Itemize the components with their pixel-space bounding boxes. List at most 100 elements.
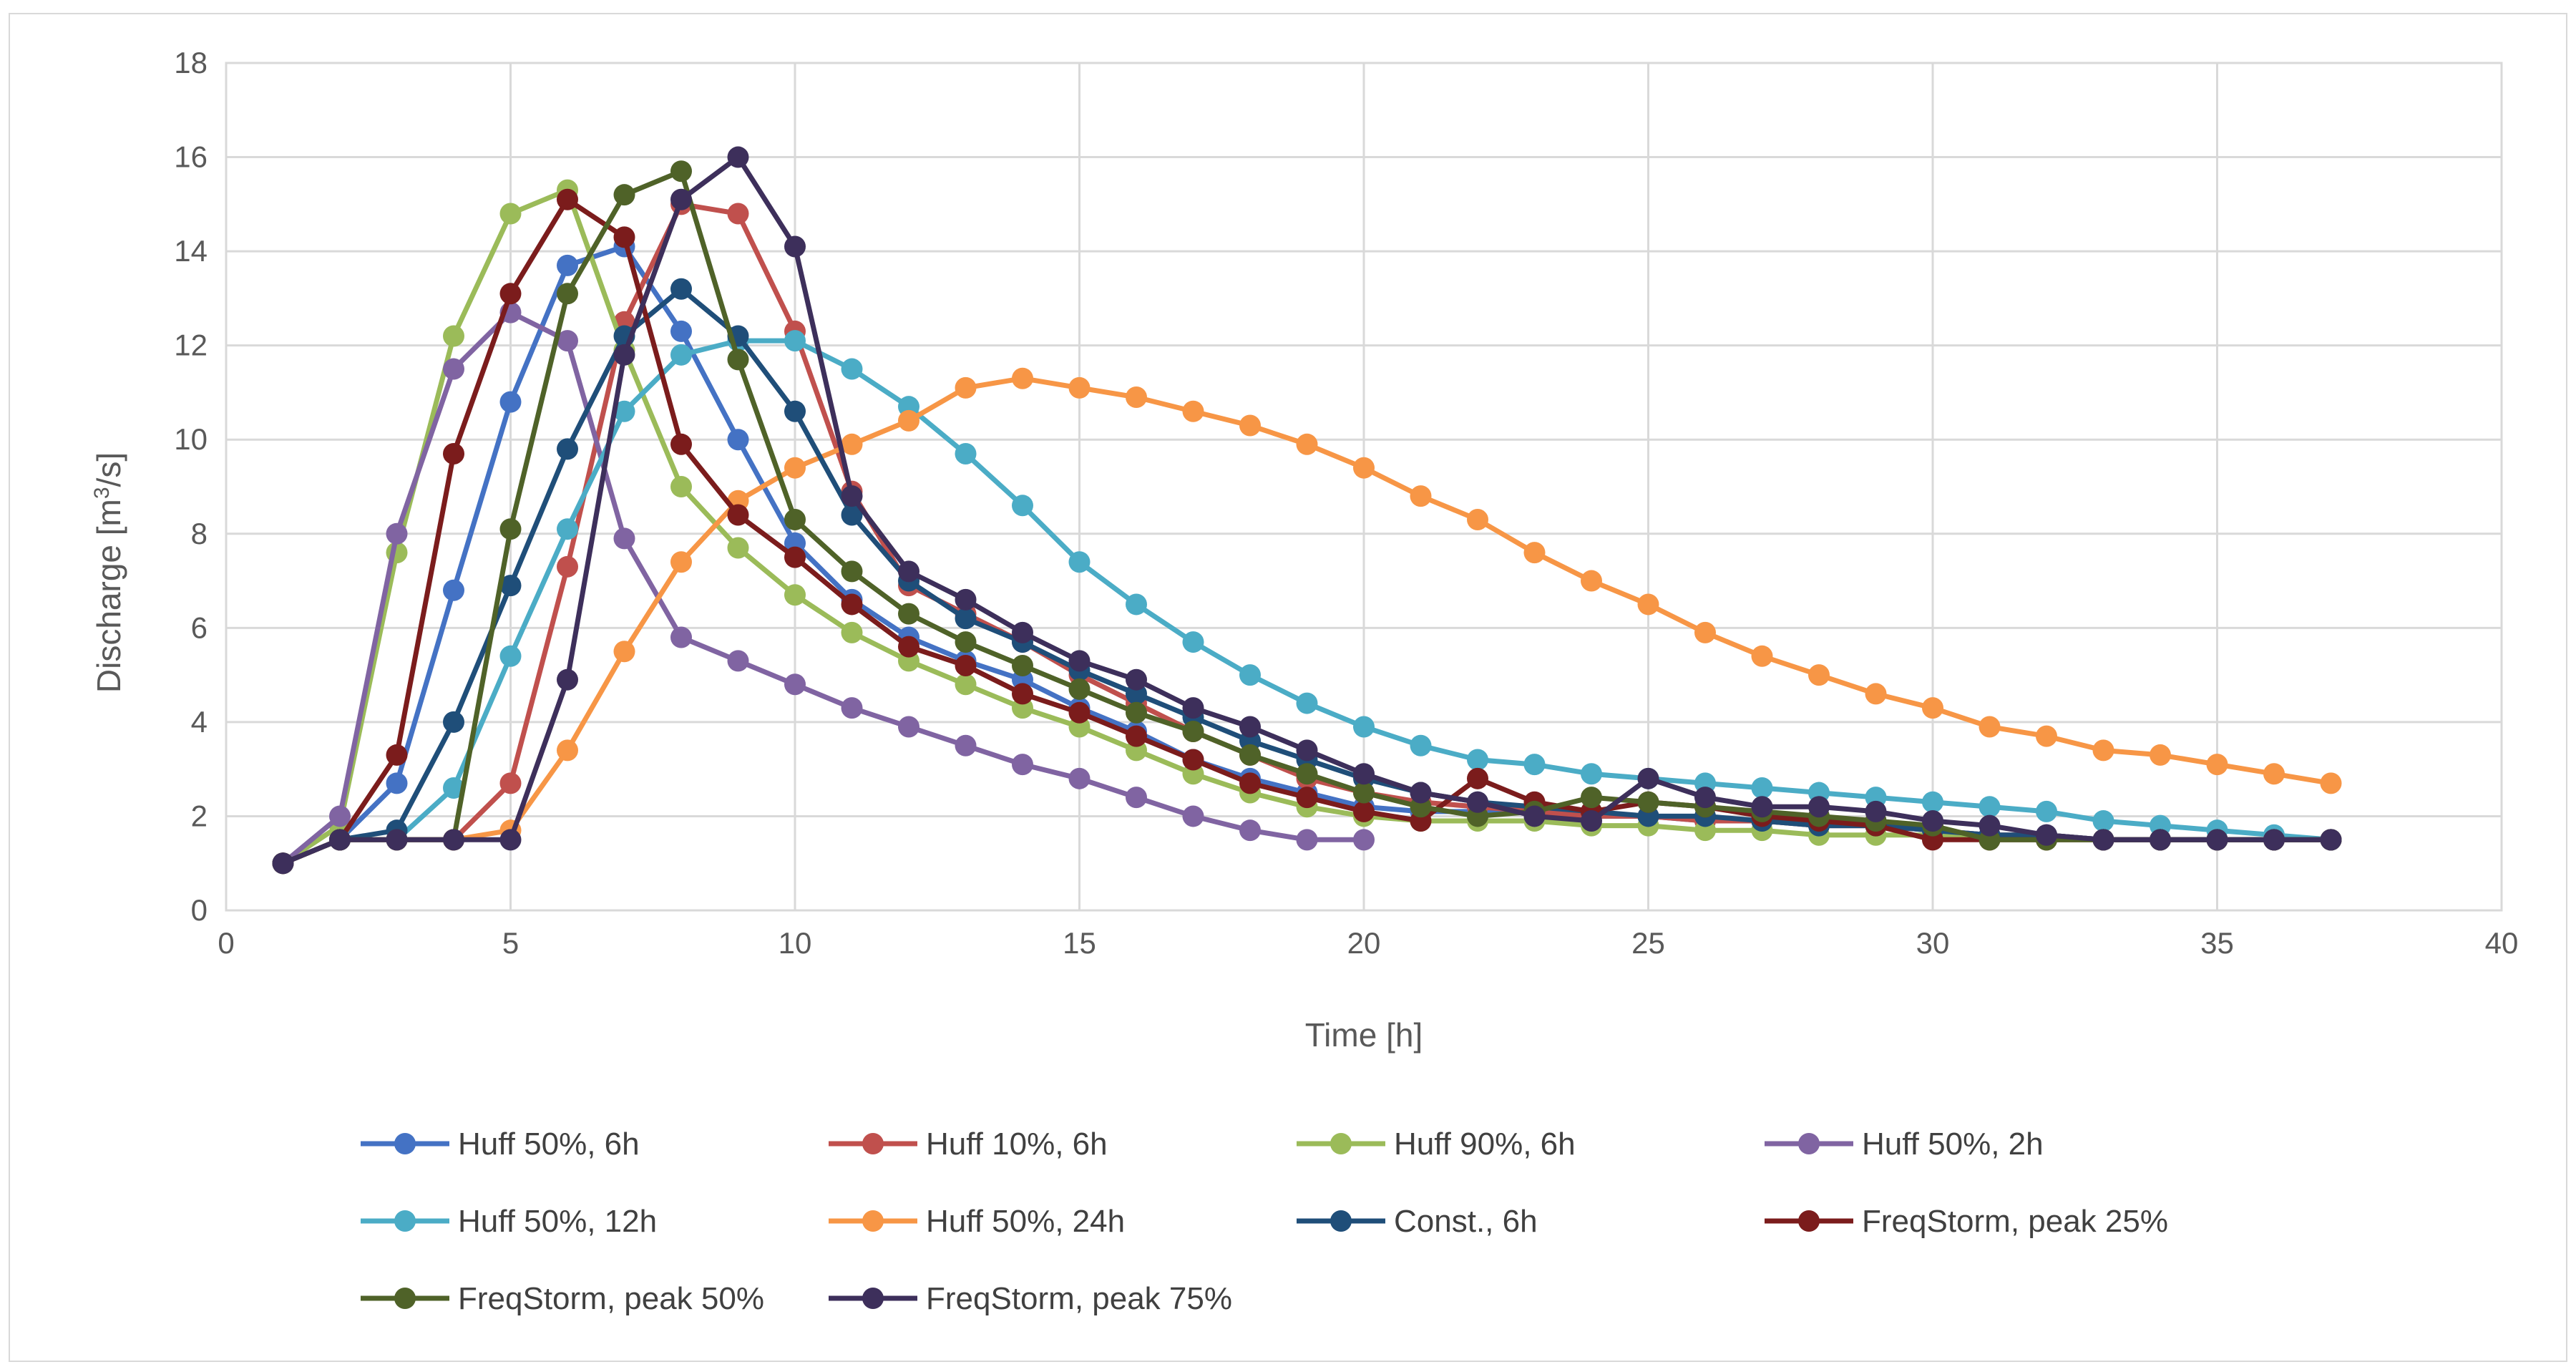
data-point (1182, 749, 1204, 771)
y-axis-title-suffix: /s] (90, 452, 127, 487)
data-point (2150, 744, 2171, 766)
data-point (2206, 754, 2228, 776)
legend-item: FreqStorm, peak 50% (361, 1281, 764, 1316)
data-point (1068, 678, 1091, 700)
data-point (499, 518, 522, 540)
x-tick-label: 35 (2200, 926, 2234, 960)
data-point (443, 358, 464, 380)
data-point (1012, 367, 1033, 389)
data-point (1467, 791, 1488, 813)
legend-item: Huff 50%, 24h (829, 1204, 1125, 1239)
data-point (1239, 819, 1261, 842)
legend-item: FreqStorm, peak 75% (829, 1281, 1232, 1316)
data-point (898, 560, 919, 583)
data-point (727, 429, 749, 451)
y-tick-label: 0 (191, 893, 208, 927)
data-point (386, 522, 408, 545)
data-point (2320, 829, 2342, 851)
data-point (443, 777, 464, 799)
data-point (1296, 787, 1318, 809)
data-point (1239, 772, 1261, 794)
data-point (784, 509, 806, 531)
data-point (1637, 767, 1659, 789)
legend: Huff 50%, 6h Huff 10%, 6h Huff 90%, 6h Huff… (361, 1127, 2168, 1316)
series-4 (272, 301, 1375, 875)
data-point (613, 527, 635, 550)
data-point (443, 442, 464, 464)
data-point (1353, 800, 1375, 822)
y-axis-title: Discharge [m3/s] (90, 452, 127, 693)
data-point (955, 608, 977, 630)
data-point (1523, 542, 1546, 564)
data-point (1068, 650, 1091, 672)
data-point (1353, 763, 1375, 785)
y-tick-label: 12 (174, 329, 208, 362)
data-point (841, 697, 863, 719)
legend-label: Const., 6h (1394, 1204, 1538, 1239)
data-point (1126, 701, 1147, 724)
data-point (784, 546, 806, 568)
data-point (1296, 692, 1318, 714)
legend-label: Huff 50%, 12h (458, 1204, 657, 1239)
legend-marker (394, 1133, 416, 1154)
data-point (329, 805, 351, 827)
data-point (1353, 457, 1375, 479)
data-point (613, 400, 635, 422)
data-point (1808, 664, 1830, 686)
data-point (1467, 767, 1488, 789)
data-point (1182, 721, 1204, 743)
series-layer (272, 146, 2342, 875)
data-point (1694, 621, 1716, 643)
legend-item: Huff 50%, 12h (361, 1204, 657, 1239)
data-point (1239, 744, 1261, 766)
x-tick-label: 0 (218, 926, 234, 960)
data-point (1751, 777, 1773, 799)
data-point (1068, 767, 1091, 789)
legend-marker (1330, 1133, 1352, 1154)
data-point (784, 400, 806, 422)
series-6 (272, 367, 2342, 875)
x-tick-label: 40 (2485, 926, 2519, 960)
data-point (1808, 796, 1830, 818)
data-point (841, 433, 863, 455)
data-point (2263, 763, 2285, 785)
data-point (557, 555, 578, 578)
data-point (613, 184, 635, 206)
data-point (1410, 734, 1432, 756)
legend-item: Huff 50%, 2h (1765, 1127, 2044, 1162)
data-point (670, 626, 692, 648)
data-point (1922, 697, 1943, 719)
x-tick-label: 5 (502, 926, 519, 960)
data-point (1410, 485, 1432, 507)
data-point (670, 188, 692, 210)
legend-marker (394, 1210, 416, 1232)
data-point (1126, 725, 1147, 747)
data-point (955, 631, 977, 653)
data-point (2036, 800, 2057, 822)
legend-label: FreqStorm, peak 50% (458, 1281, 764, 1316)
legend-item: Huff 10%, 6h (829, 1127, 1108, 1162)
data-point (2206, 829, 2228, 851)
data-point (1126, 787, 1147, 809)
data-point (557, 438, 578, 460)
data-point (727, 349, 749, 371)
data-point (1182, 631, 1204, 653)
data-point (1126, 386, 1147, 409)
x-axis-title: Time [h] (1305, 1016, 1423, 1054)
data-point (1296, 739, 1318, 762)
data-point (2320, 772, 2342, 794)
data-point (2150, 829, 2171, 851)
data-point (955, 654, 977, 676)
data-point (1068, 551, 1091, 573)
data-point (784, 235, 806, 258)
data-point (1410, 782, 1432, 804)
legend-item: Huff 50%, 6h (361, 1127, 640, 1162)
data-point (1353, 782, 1375, 804)
data-point (841, 485, 863, 507)
data-point (1751, 645, 1773, 667)
data-point (1126, 668, 1147, 691)
y-axis-title-prefix: Discharge [m (90, 499, 127, 693)
data-point (557, 283, 578, 305)
legend-item: Huff 90%, 6h (1297, 1127, 1576, 1162)
legend-item: Const., 6h (1297, 1204, 1538, 1239)
